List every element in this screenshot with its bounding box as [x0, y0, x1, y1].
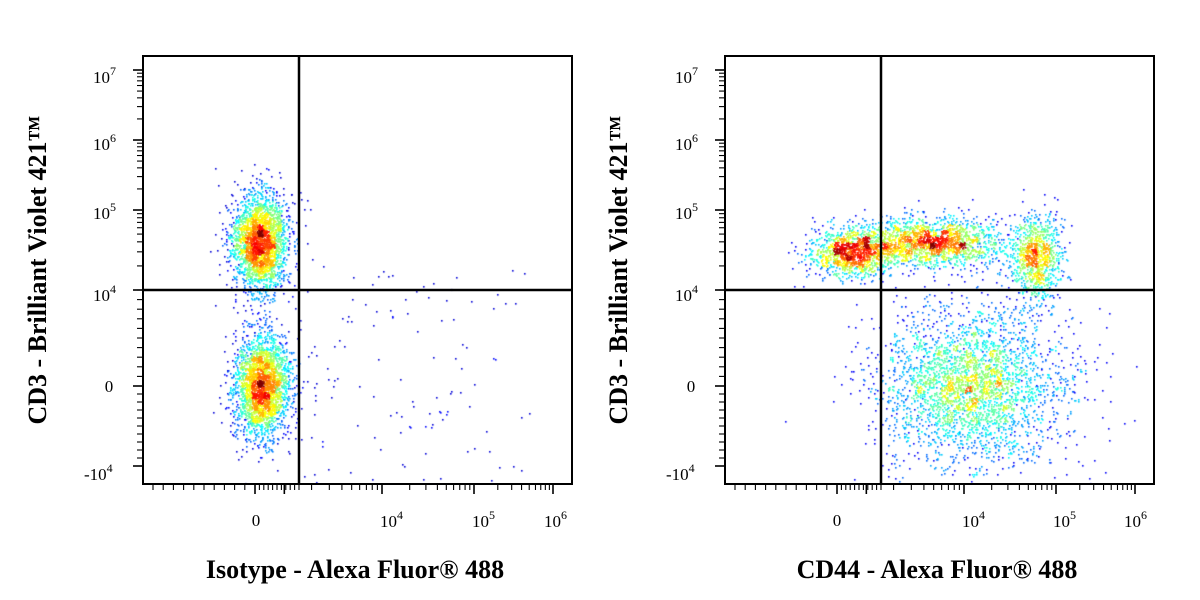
density-area-1	[143, 56, 572, 484]
y-tick-label: 104	[675, 282, 698, 305]
plot-frame-2	[724, 55, 1155, 485]
y-tick-label: -104	[666, 461, 695, 484]
x-axis-ticks-2	[734, 484, 1136, 494]
y-tick-label: 0	[105, 377, 114, 396]
x-tick-label: 104	[380, 508, 403, 531]
y-tick-label: 107	[675, 64, 698, 87]
x-axis-label-1: Isotype - Alexa Fluor® 488	[206, 555, 504, 584]
y-tick-labels-2: -104 0 104 105 106 107	[666, 64, 698, 484]
scatter-density-2	[725, 56, 1154, 484]
x-tick-label: 106	[544, 508, 567, 531]
x-axis-ticks-1	[152, 484, 554, 494]
density-area-2	[725, 56, 1154, 484]
y-axis-label-2: CD3 - Brilliant Violet 421™	[604, 115, 633, 424]
x-axis-label-2: CD44 - Alexa Fluor® 488	[797, 555, 1078, 584]
x-tick-label: 106	[1124, 508, 1147, 531]
y-axis-ticks-2	[715, 69, 725, 467]
x-tick-labels-2: 0 104 105 106	[833, 508, 1147, 531]
y-tick-labels-1: -104 0 104 105 106 107	[84, 64, 116, 484]
x-tick-label: 104	[962, 508, 985, 531]
y-axis-label-1: CD3 - Brilliant Violet 421™	[23, 115, 52, 424]
y-tick-label: -104	[84, 461, 113, 484]
plot-panel-1: 0 104 105 106 -104 0 104 105 106 107 Iso…	[23, 55, 573, 584]
y-tick-label: 104	[93, 282, 116, 305]
y-tick-label: 107	[93, 64, 116, 87]
plot-panel-2: 0 104 105 106 -104 0 104 105 106 107 CD4…	[604, 55, 1155, 584]
y-tick-label: 106	[93, 131, 116, 154]
y-axis-ticks-1	[133, 69, 143, 467]
y-tick-label: 106	[675, 131, 698, 154]
y-tick-label: 105	[675, 200, 698, 223]
x-tick-label: 105	[472, 508, 495, 531]
x-tick-label: 0	[252, 511, 261, 530]
x-tick-label: 0	[833, 511, 842, 530]
x-tick-label: 105	[1053, 508, 1076, 531]
x-tick-labels-1: 0 104 105 106	[252, 508, 567, 531]
y-tick-label: 105	[93, 200, 116, 223]
scatter-density-1	[143, 56, 572, 484]
plot-frame-1	[142, 55, 573, 485]
y-tick-label: 0	[687, 377, 696, 396]
